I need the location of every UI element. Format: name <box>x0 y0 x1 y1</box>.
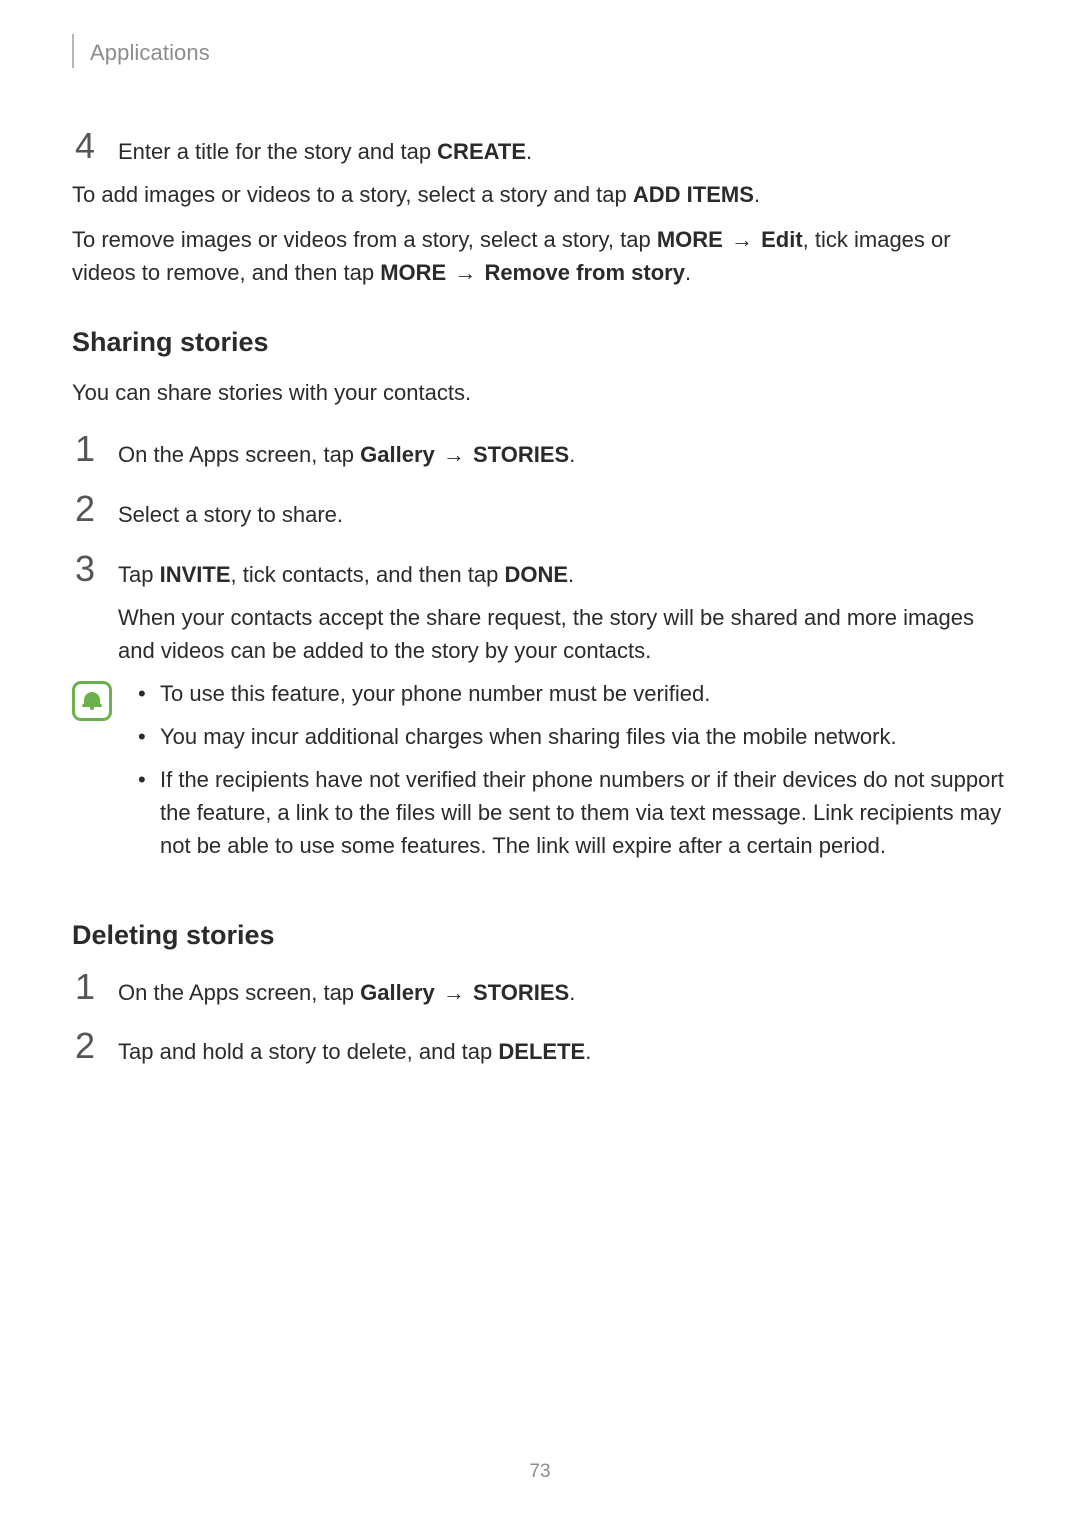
text: . <box>569 980 575 1005</box>
text: , tick contacts, and then tap <box>231 562 505 587</box>
note-list: To use this feature, your phone number m… <box>132 677 1008 872</box>
step-number: 2 <box>72 491 98 527</box>
note-icon-wrap <box>72 677 112 872</box>
gallery-label: Gallery <box>360 980 435 1005</box>
text: Enter a title for the story and tap <box>118 139 437 164</box>
text: . <box>754 182 760 207</box>
page-content: 4 Enter a title for the story and tap CR… <box>72 128 1008 1068</box>
deleting-step-1: 1 On the Apps screen, tap Gallery → STOR… <box>72 969 1008 1009</box>
text: Tap and hold a story to delete, and tap <box>118 1039 498 1064</box>
text: On the Apps screen, tap <box>118 980 360 1005</box>
add-items-label: ADD ITEMS <box>633 182 754 207</box>
text: . <box>568 562 574 587</box>
gallery-label: Gallery <box>360 442 435 467</box>
remove-from-story-label: Remove from story <box>484 260 685 285</box>
header-divider <box>72 34 74 68</box>
bell-icon <box>72 681 112 721</box>
step-text: On the Apps screen, tap Gallery → STORIE… <box>118 431 1008 471</box>
page-header: Applications <box>72 34 1008 68</box>
step-number: 1 <box>72 969 98 1005</box>
invite-label: INVITE <box>160 562 231 587</box>
text: Tap <box>118 562 160 587</box>
step-text: Tap INVITE, tick contacts, and then tap … <box>118 551 1008 591</box>
arrow-icon: → <box>446 260 484 285</box>
text: To add images or videos to a story, sele… <box>72 182 633 207</box>
arrow-icon: → <box>435 980 473 1005</box>
sharing-step-1: 1 On the Apps screen, tap Gallery → STOR… <box>72 431 1008 471</box>
step-text: On the Apps screen, tap Gallery → STORIE… <box>118 969 1008 1009</box>
text: . <box>585 1039 591 1064</box>
text: On the Apps screen, tap <box>118 442 360 467</box>
sharing-step-2: 2 Select a story to share. <box>72 491 1008 531</box>
sharing-step-3-sub: When your contacts accept the share requ… <box>118 601 1008 667</box>
create-label: CREATE <box>437 139 526 164</box>
page-number: 73 <box>0 1461 1080 1483</box>
text: . <box>685 260 691 285</box>
more-label: MORE <box>657 227 723 252</box>
step-number: 2 <box>72 1028 98 1064</box>
delete-label: DELETE <box>498 1039 585 1064</box>
edit-label: Edit <box>761 227 803 252</box>
step-text: Tap and hold a story to delete, and tap … <box>118 1028 1008 1068</box>
step-number: 4 <box>72 128 98 164</box>
step-text: Select a story to share. <box>118 491 1008 531</box>
stories-label: STORIES <box>473 442 569 467</box>
deleting-stories-heading: Deleting stories <box>72 920 1008 951</box>
remove-items-paragraph: To remove images or videos from a story,… <box>72 223 1008 289</box>
done-label: DONE <box>504 562 568 587</box>
note-item: To use this feature, your phone number m… <box>138 677 1008 710</box>
arrow-icon: → <box>435 442 473 467</box>
step-text: Enter a title for the story and tap CREA… <box>118 128 1008 168</box>
note-item: You may incur additional charges when sh… <box>138 720 1008 753</box>
note-block: To use this feature, your phone number m… <box>72 677 1008 872</box>
page: Applications 4 Enter a title for the sto… <box>0 0 1080 1527</box>
header-section-label: Applications <box>90 40 210 68</box>
sharing-intro: You can share stories with your contacts… <box>72 376 1008 409</box>
sharing-step-3: 3 Tap INVITE, tick contacts, and then ta… <box>72 551 1008 591</box>
deleting-step-2: 2 Tap and hold a story to delete, and ta… <box>72 1028 1008 1068</box>
text: . <box>526 139 532 164</box>
more-label: MORE <box>380 260 446 285</box>
stories-label: STORIES <box>473 980 569 1005</box>
sharing-stories-heading: Sharing stories <box>72 327 1008 358</box>
step-number: 3 <box>72 551 98 587</box>
step-4: 4 Enter a title for the story and tap CR… <box>72 128 1008 168</box>
text: To remove images or videos from a story,… <box>72 227 657 252</box>
text: . <box>569 442 575 467</box>
note-item: If the recipients have not verified thei… <box>138 763 1008 862</box>
arrow-icon: → <box>723 227 761 252</box>
step-number: 1 <box>72 431 98 467</box>
add-items-paragraph: To add images or videos to a story, sele… <box>72 178 1008 211</box>
